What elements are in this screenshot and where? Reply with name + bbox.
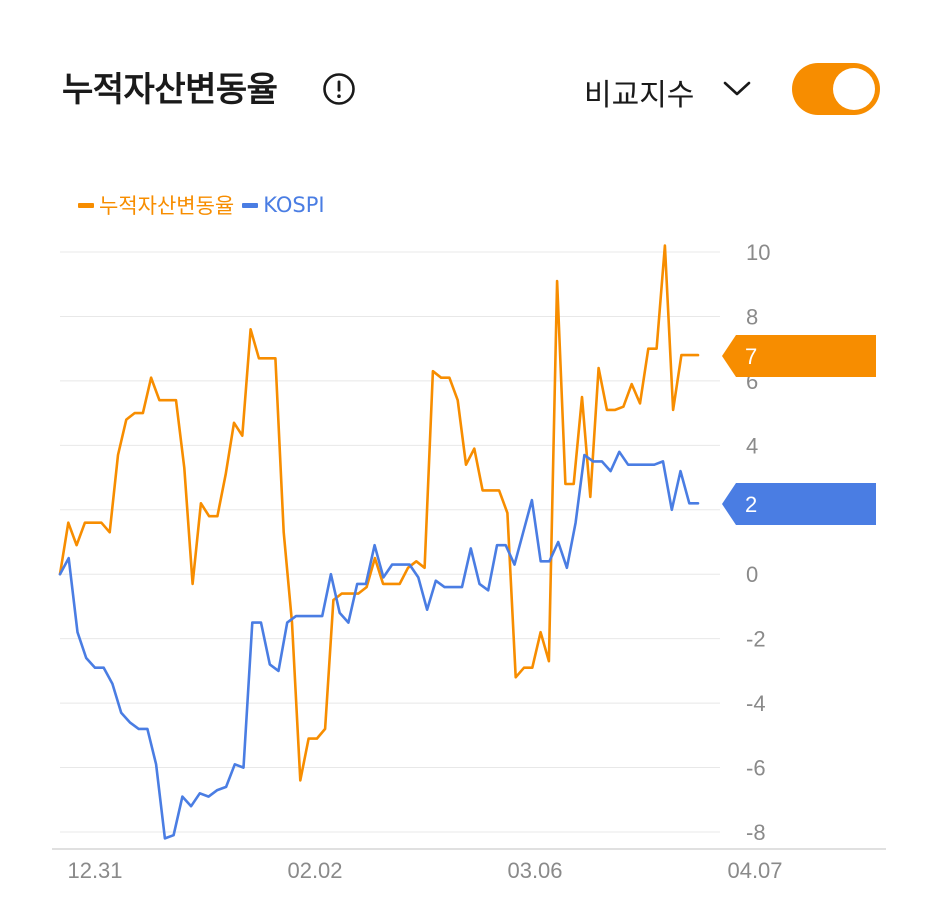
toggle-knob	[833, 68, 875, 110]
y-tick-label: 0	[746, 562, 758, 587]
legend-label: 누적자산변동율	[99, 194, 235, 218]
chart-header: 누적자산변동율 비교지수	[0, 0, 936, 180]
legend-item: KOSPI	[242, 193, 325, 217]
page-title: 누적자산변동율	[62, 70, 278, 110]
chevron-down-icon[interactable]	[722, 78, 752, 98]
x-tick-label: 03.06	[507, 858, 562, 883]
x-tick-label: 04.07	[727, 858, 782, 883]
y-tick-label: -2	[746, 627, 766, 652]
legend-item: 누적자산변동율	[78, 190, 234, 220]
legend-swatch	[242, 202, 259, 208]
last-value-flag	[722, 483, 876, 525]
y-tick-label: 4	[746, 433, 758, 458]
legend-label: KOSPI	[263, 193, 325, 217]
x-tick-label: 12.31	[67, 858, 122, 883]
y-tick-label: -6	[746, 756, 766, 781]
legend-swatch	[78, 202, 94, 208]
last-value-label: 2	[745, 492, 757, 517]
info-circle-icon[interactable]	[322, 72, 356, 106]
compare-toggle[interactable]	[792, 63, 880, 115]
last-value-label: 7	[745, 344, 757, 369]
y-tick-label: 10	[746, 240, 770, 265]
series-line	[58, 450, 700, 840]
series-line	[58, 244, 700, 782]
y-tick-label: -4	[746, 691, 766, 716]
y-tick-label: 8	[746, 304, 758, 329]
last-value-flag	[722, 335, 876, 377]
y-tick-label: -8	[746, 820, 766, 845]
x-tick-label: 02.02	[287, 858, 342, 883]
compare-index-dropdown[interactable]: 비교지수	[584, 78, 695, 113]
chart-legend: 누적자산변동율 KOSPI	[78, 190, 333, 220]
